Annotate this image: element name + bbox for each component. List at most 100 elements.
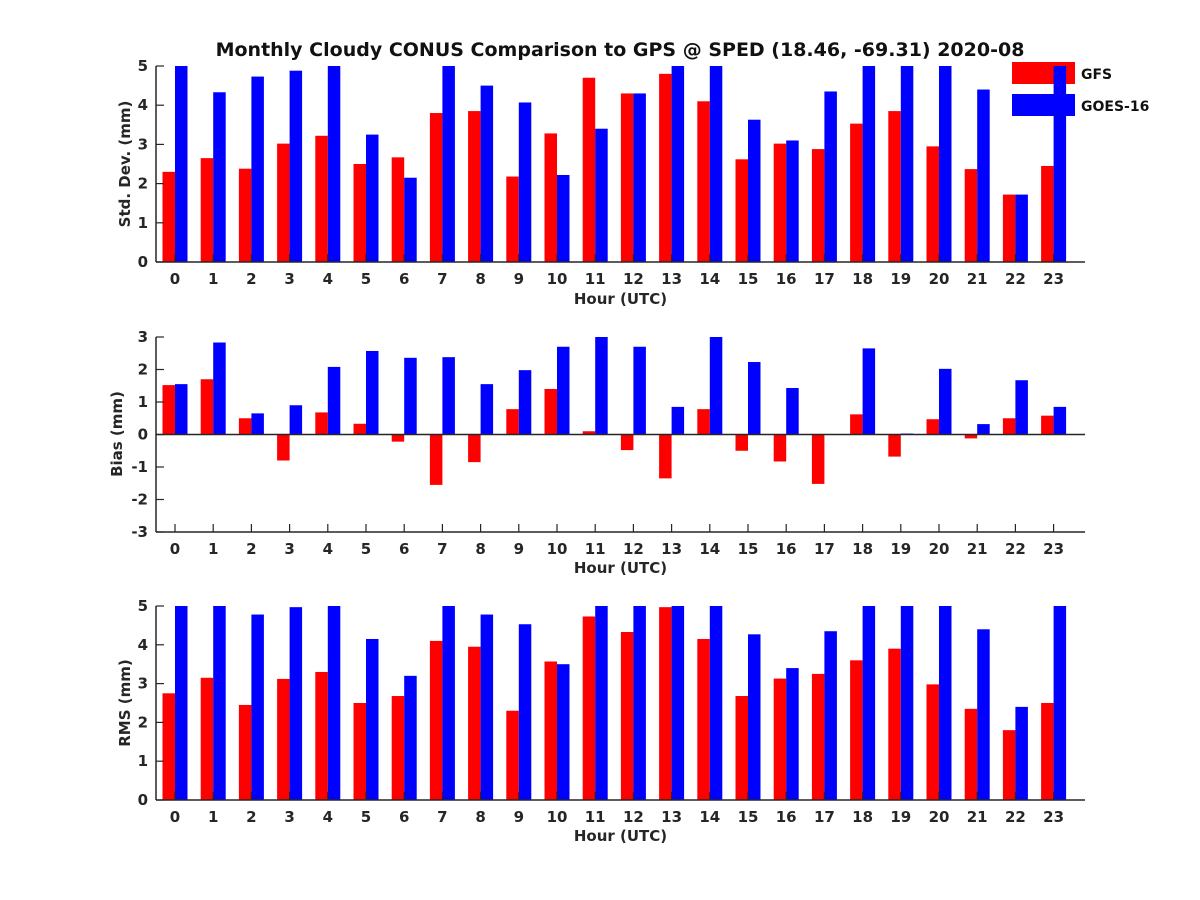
bar-gfs-5: [353, 703, 366, 800]
bar-gfs-6: [391, 157, 405, 262]
bar-gfs-22: [1002, 418, 1016, 435]
bar-gfs-16: [773, 434, 787, 462]
bar-gfs-0: [162, 693, 175, 800]
bar-gfs-18: [850, 414, 863, 435]
bar-goes-16-11: [595, 337, 608, 435]
y-tick-label: 0: [138, 791, 148, 809]
bar-goes-16-2: [251, 614, 264, 800]
bar-gfs-13: [659, 73, 672, 262]
bar-goes-16-14: [709, 606, 723, 800]
y-tick-label: 4: [138, 96, 148, 114]
x-tick-label: 5: [361, 270, 371, 288]
y-tick-label: 1: [138, 752, 148, 770]
bar-gfs-13: [659, 434, 672, 479]
x-tick-label: 6: [399, 270, 409, 288]
x-tick-label: 8: [475, 540, 485, 558]
x-tick-label: 1: [208, 808, 218, 826]
bar-goes-16-5: [366, 134, 379, 262]
bar-goes-16-0: [175, 384, 188, 435]
x-tick-label: 21: [967, 540, 988, 558]
bar-goes-16-13: [671, 66, 685, 262]
bar-gfs-11: [582, 431, 596, 435]
bar-gfs-1: [200, 158, 214, 262]
bar-gfs-18: [850, 123, 863, 263]
bar-gfs-10: [544, 133, 557, 262]
x-axis-label: Hour (UTC): [574, 827, 667, 845]
bar-goes-16-0: [175, 66, 188, 262]
x-tick-label: 11: [585, 808, 606, 826]
bar-goes-16-22: [1015, 194, 1028, 262]
bar-goes-16-21: [977, 424, 990, 435]
y-tick-label: 1: [138, 214, 148, 232]
x-tick-label: 18: [852, 270, 873, 288]
bar-goes-16-5: [366, 350, 379, 435]
bar-goes-16-16: [786, 140, 799, 262]
x-tick-label: 2: [246, 540, 256, 558]
bar-goes-16-8: [480, 85, 494, 262]
bar-goes-16-19: [900, 66, 914, 262]
x-tick-label: 5: [361, 540, 371, 558]
bar-goes-16-15: [748, 362, 761, 435]
bar-goes-16-22: [1015, 380, 1028, 435]
x-tick-label: 3: [284, 808, 294, 826]
x-tick-label: 4: [323, 540, 333, 558]
bar-gfs-22: [1002, 194, 1016, 262]
bar-goes-16-7: [442, 606, 455, 800]
bar-goes-16-7: [442, 357, 455, 435]
bar-gfs-11: [582, 77, 596, 262]
y-tick-label: 2: [138, 361, 148, 379]
x-tick-label: 0: [170, 540, 180, 558]
bar-goes-16-4: [327, 606, 341, 800]
x-tick-label: 1: [208, 270, 218, 288]
y-tick-label: 0: [138, 426, 148, 444]
bar-goes-16-7: [442, 66, 455, 262]
bar-goes-16-4: [327, 66, 341, 262]
y-tick-label: 3: [138, 135, 148, 153]
bar-gfs-0: [162, 385, 175, 435]
bar-goes-16-13: [671, 406, 685, 435]
bar-gfs-10: [544, 389, 557, 435]
x-tick-label: 10: [547, 540, 568, 558]
x-tick-label: 20: [929, 808, 950, 826]
bar-gfs-19: [888, 434, 901, 457]
x-tick-label: 5: [361, 808, 371, 826]
legend-label-gfs: GFS: [1081, 67, 1112, 83]
bar-goes-16-17: [824, 631, 837, 800]
x-tick-label: 13: [661, 270, 682, 288]
bar-gfs-17: [811, 149, 825, 262]
y-tick-label: -1: [131, 458, 148, 476]
bar-gfs-5: [353, 423, 366, 435]
bar-goes-16-3: [289, 70, 303, 262]
x-tick-label: 9: [514, 540, 524, 558]
x-axis-label: Hour (UTC): [574, 290, 667, 308]
bar-goes-16-12: [633, 93, 646, 262]
bar-gfs-1: [200, 379, 214, 435]
bar-gfs-21: [964, 169, 978, 262]
x-tick-label: 14: [699, 808, 720, 826]
x-tick-label: 20: [929, 540, 950, 558]
bar-gfs-6: [391, 696, 405, 800]
x-tick-label: 19: [890, 270, 911, 288]
y-tick-label: 2: [138, 713, 148, 731]
bar-gfs-18: [850, 660, 863, 800]
x-tick-label: 14: [699, 540, 720, 558]
bar-gfs-14: [697, 638, 710, 800]
bar-goes-16-16: [786, 668, 799, 800]
x-tick-label: 10: [547, 808, 568, 826]
bar-gfs-1: [200, 677, 214, 800]
bar-gfs-8: [468, 111, 481, 262]
x-tick-label: 8: [475, 808, 485, 826]
x-tick-label: 14: [699, 270, 720, 288]
bar-gfs-19: [888, 111, 901, 262]
x-tick-label: 7: [437, 270, 447, 288]
bar-goes-16-20: [939, 368, 952, 435]
bar-goes-16-16: [786, 388, 799, 435]
bar-goes-16-8: [480, 614, 494, 800]
x-tick-label: 18: [852, 808, 873, 826]
bar-gfs-9: [506, 409, 519, 435]
bar-goes-16-9: [518, 102, 532, 263]
bar-gfs-4: [315, 671, 328, 800]
